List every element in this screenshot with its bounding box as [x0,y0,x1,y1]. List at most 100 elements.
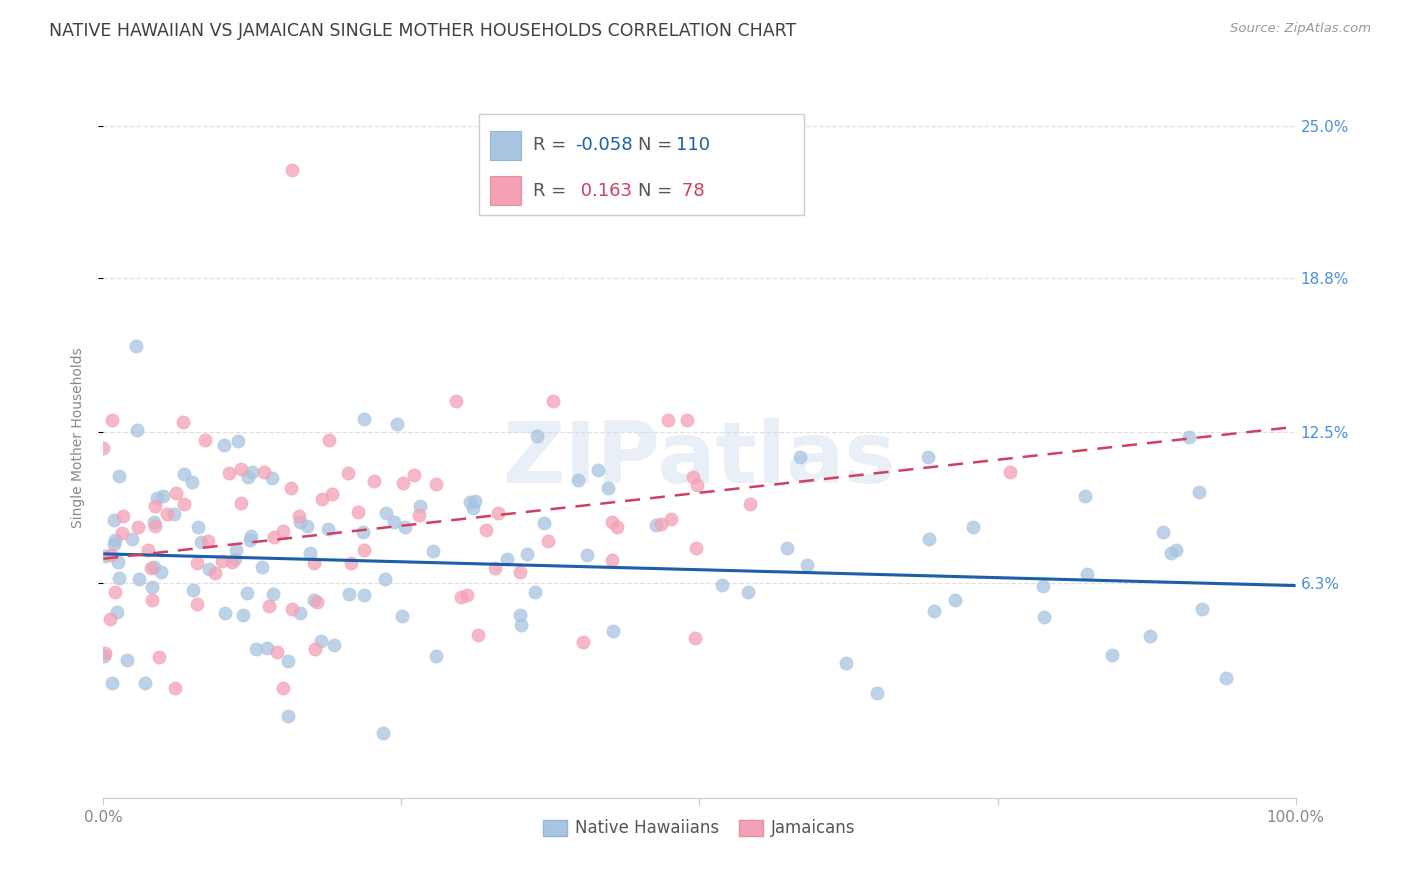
Point [262,471,284,485]
Point [509,566,531,580]
Point [402,468,425,483]
Point [710,578,733,592]
Point [318,434,340,448]
Legend: Native Hawaiians, Jamaicans: Native Hawaiians, Jamaicans [537,813,862,844]
Point [150,565,173,579]
Point [657,413,679,427]
Point [250,560,273,574]
Point [298,546,321,560]
Point [374,572,396,586]
Point [606,520,628,534]
Point [352,525,374,540]
Point [304,642,326,657]
Point [165,486,187,500]
Point [128,572,150,586]
Point [1032,578,1054,592]
Point [682,469,704,483]
Point [458,495,481,509]
Point [214,606,236,620]
Point [277,654,299,668]
Point [103,513,125,527]
Point [686,478,709,492]
Point [526,429,548,443]
Point [962,520,984,534]
Point [107,555,129,569]
Point [1191,601,1213,615]
Text: R =: R = [533,136,565,154]
Point [93,648,115,663]
Point [510,618,533,632]
Point [1160,546,1182,560]
Point [232,607,254,622]
Point [943,593,966,607]
Point [194,433,217,447]
Point [134,675,156,690]
Point [297,519,319,533]
Point [676,413,699,427]
Point [1178,430,1201,444]
Point [796,558,818,572]
Point [509,607,531,622]
Point [567,473,589,487]
Point [463,500,485,515]
Point [108,571,131,585]
Point [190,535,212,549]
Point [598,481,620,495]
Point [337,466,360,480]
Point [337,587,360,601]
Point [1164,543,1187,558]
Point [211,554,233,568]
Point [101,676,124,690]
Point [1152,525,1174,540]
Point [163,681,186,696]
Point [281,602,304,616]
Point [1188,484,1211,499]
Point [94,646,117,660]
Point [685,541,707,555]
Point [111,526,134,541]
Point [271,681,294,696]
Point [271,524,294,539]
Point [572,634,595,648]
Point [586,463,609,477]
Point [737,585,759,599]
Point [172,415,194,429]
Point [143,515,166,529]
Point [464,494,486,508]
Point [245,641,267,656]
Point [408,508,430,523]
Text: N =: N = [638,182,672,200]
Point [392,476,415,491]
Point [533,516,555,531]
Point [683,631,706,645]
Point [1139,629,1161,643]
Point [374,507,396,521]
Point [152,489,174,503]
Point [239,533,262,548]
Point [181,582,204,597]
Point [340,556,363,570]
Point [103,536,125,550]
Point [650,516,672,531]
Point [316,522,339,536]
Point [115,653,138,667]
Point [277,709,299,723]
Point [229,461,252,475]
Point [240,529,263,543]
Point [136,542,159,557]
Point [600,553,623,567]
Text: N =: N = [638,136,672,154]
Point [143,500,166,514]
Point [321,487,343,501]
Point [224,551,246,566]
Point [382,515,405,529]
Point [467,628,489,642]
Point [917,450,939,464]
Point [363,474,385,488]
Point [789,450,811,465]
Point [280,163,302,178]
Point [425,477,447,491]
Text: 0.163: 0.163 [575,182,631,200]
Point [100,612,122,626]
Point [204,566,226,581]
